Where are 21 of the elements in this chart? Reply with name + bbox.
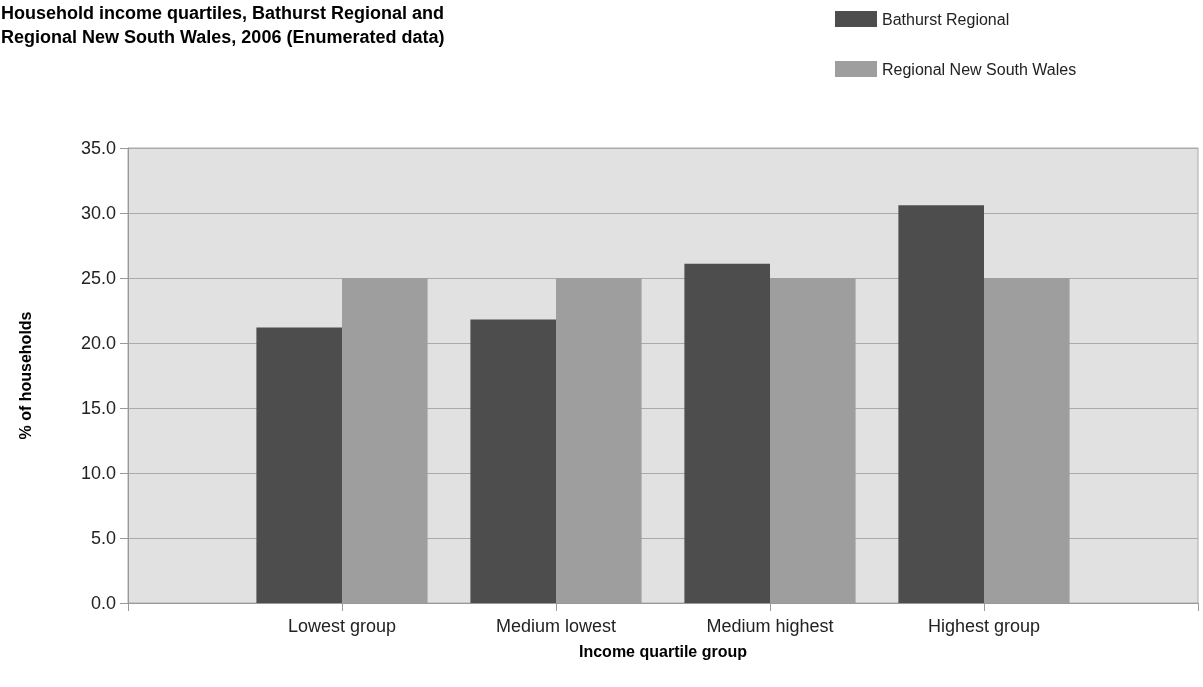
legend-label: Regional New South Wales [882, 60, 1077, 78]
bar [256, 327, 342, 603]
x-tick-label: Lowest group [287, 616, 397, 636]
bar [470, 319, 556, 603]
y-axis-title: % of households [16, 311, 34, 440]
y-tick-label: 5.0 [90, 528, 116, 548]
y-tick-label: 0.0 [90, 593, 116, 613]
y-tick-label: 15.0 [80, 398, 116, 418]
x-tick-label: Medium highest [706, 616, 834, 636]
y-tick-label: 35.0 [80, 138, 116, 158]
x-tick-label: Highest group [927, 616, 1041, 636]
y-tick-label: 20.0 [80, 333, 116, 353]
chart-title: Household income quartiles, Bathurst Regional and Regional New South Wales, 2006 (Enumerated data) [1, 3, 445, 47]
x-tick-label: Medium lowest [495, 616, 617, 636]
legend-label: Bathurst Regional [882, 10, 1010, 28]
x-axis-title: Income quartile group [578, 642, 748, 660]
y-tick-label: 25.0 [80, 268, 116, 288]
bar [898, 205, 984, 603]
y-tick-label: 10.0 [80, 463, 116, 483]
y-tick-label: 30.0 [80, 203, 116, 223]
bar [684, 263, 770, 603]
